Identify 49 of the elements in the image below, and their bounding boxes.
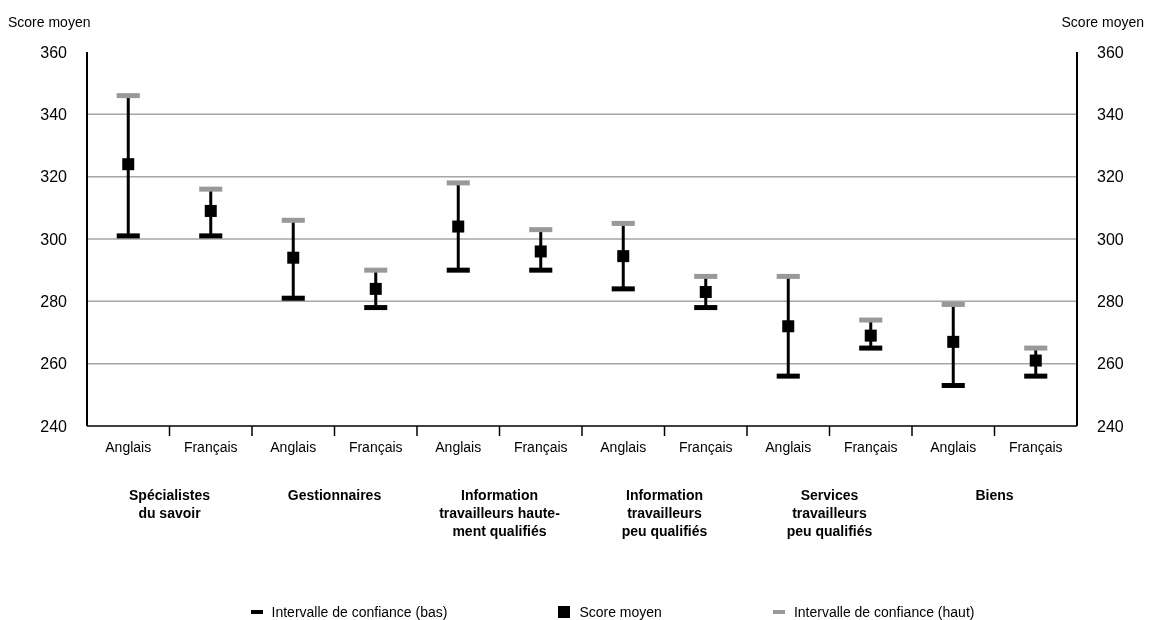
x-tick-label: Anglais — [435, 439, 482, 455]
point — [864, 329, 877, 342]
point — [452, 220, 465, 233]
y-tick-label: 300 — [40, 230, 68, 248]
text: Information travailleurs haute- ment qualifiés — [438, 486, 561, 540]
text: Gestionnaires — [286, 486, 383, 504]
text: Spécialistes du savoir — [128, 486, 211, 522]
legend-label: Intervalle de confiance (bas) — [271, 604, 448, 620]
point — [122, 158, 135, 171]
x-tick-label: Anglais — [930, 439, 977, 455]
point — [1029, 354, 1042, 367]
point — [287, 251, 300, 264]
y2-tick-label: 260 — [1097, 355, 1124, 373]
legend-label: Score moyen — [579, 604, 662, 620]
y-tick-label: 280 — [40, 293, 68, 311]
y2-axis-title: Score moyen — [1061, 14, 1144, 30]
x-tick-label: Français — [843, 439, 898, 455]
y2-tick-label: 360 — [1097, 43, 1124, 61]
point — [204, 204, 217, 217]
point — [782, 320, 795, 333]
x-tick-label: Français — [1008, 439, 1063, 455]
x-tick-label: Français — [348, 439, 403, 455]
x-tick-label: Anglais — [765, 439, 812, 455]
y-tick-label: 340 — [40, 106, 68, 124]
y-tick-label: 320 — [40, 168, 68, 186]
y-tick-label: 240 — [40, 417, 68, 435]
text: Information travailleurs peu qualifiés — [620, 486, 709, 540]
legend-label: Intervalle de confiance (haut) — [793, 604, 975, 620]
x-tick-label: Anglais — [600, 439, 647, 455]
y2-tick-label: 320 — [1097, 168, 1124, 186]
y-tick-label: 360 — [40, 43, 68, 61]
y2-tick-label: 280 — [1097, 293, 1124, 311]
point — [617, 250, 630, 263]
y-tick-label: 260 — [40, 355, 68, 373]
text: Biens — [974, 486, 1015, 504]
point — [369, 282, 382, 295]
point — [947, 335, 960, 348]
x-tick-label: Français — [513, 439, 568, 455]
text: Services travailleurs peu qualifiés — [785, 486, 874, 540]
y-axis-title: Score moyen — [8, 14, 91, 30]
point — [699, 285, 712, 298]
x-tick-label: Français — [183, 439, 238, 455]
x-tick-label: Français — [678, 439, 733, 455]
x-tick-label: Anglais — [105, 439, 152, 455]
y2-tick-label: 240 — [1097, 417, 1124, 435]
y2-tick-label: 340 — [1097, 106, 1124, 124]
y2-tick-label: 300 — [1097, 230, 1124, 248]
x-tick-label: Anglais — [270, 439, 317, 455]
point — [534, 245, 547, 258]
